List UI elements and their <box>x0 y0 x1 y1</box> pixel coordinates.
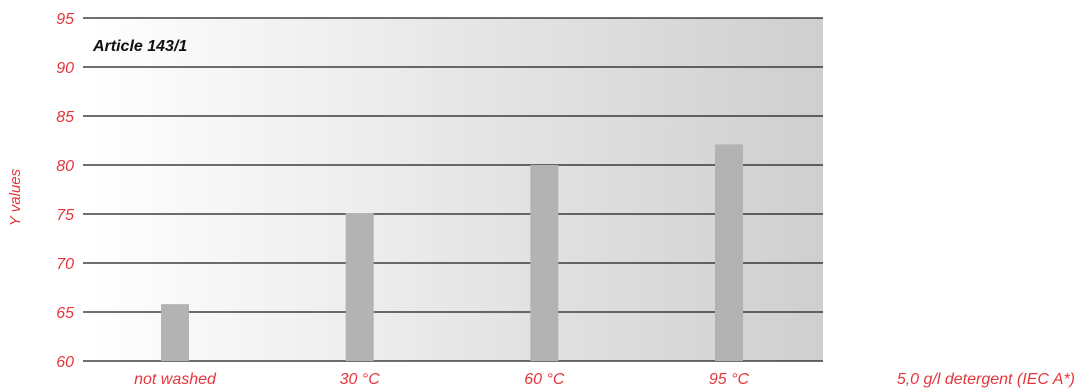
y-tick-label: 90 <box>56 60 74 77</box>
x-category-label: 95 °C <box>709 371 750 388</box>
bar <box>161 304 189 361</box>
y-tick-label: 60 <box>56 354 74 371</box>
y-tick-label: 80 <box>56 158 74 175</box>
panel-label: Article 143/1 <box>92 38 187 55</box>
bar <box>530 165 559 361</box>
bar <box>715 144 743 361</box>
y-tick-label: 95 <box>56 11 74 28</box>
y-tick-label: 75 <box>56 207 74 224</box>
plot-panel <box>87 18 823 361</box>
x-category-label: 30 °C <box>340 371 381 388</box>
x-category-label: 60 °C <box>524 371 565 388</box>
y-axis-label: Y values <box>7 168 24 226</box>
bar <box>345 213 374 361</box>
x-category-label: not washed <box>134 371 217 388</box>
y-tick-label: 85 <box>56 109 74 126</box>
x-axis-label: 5,0 g/l detergent (IEC A*) <box>897 371 1075 388</box>
y-tick-label: 65 <box>56 305 74 322</box>
y-tick-label: 70 <box>56 256 74 273</box>
